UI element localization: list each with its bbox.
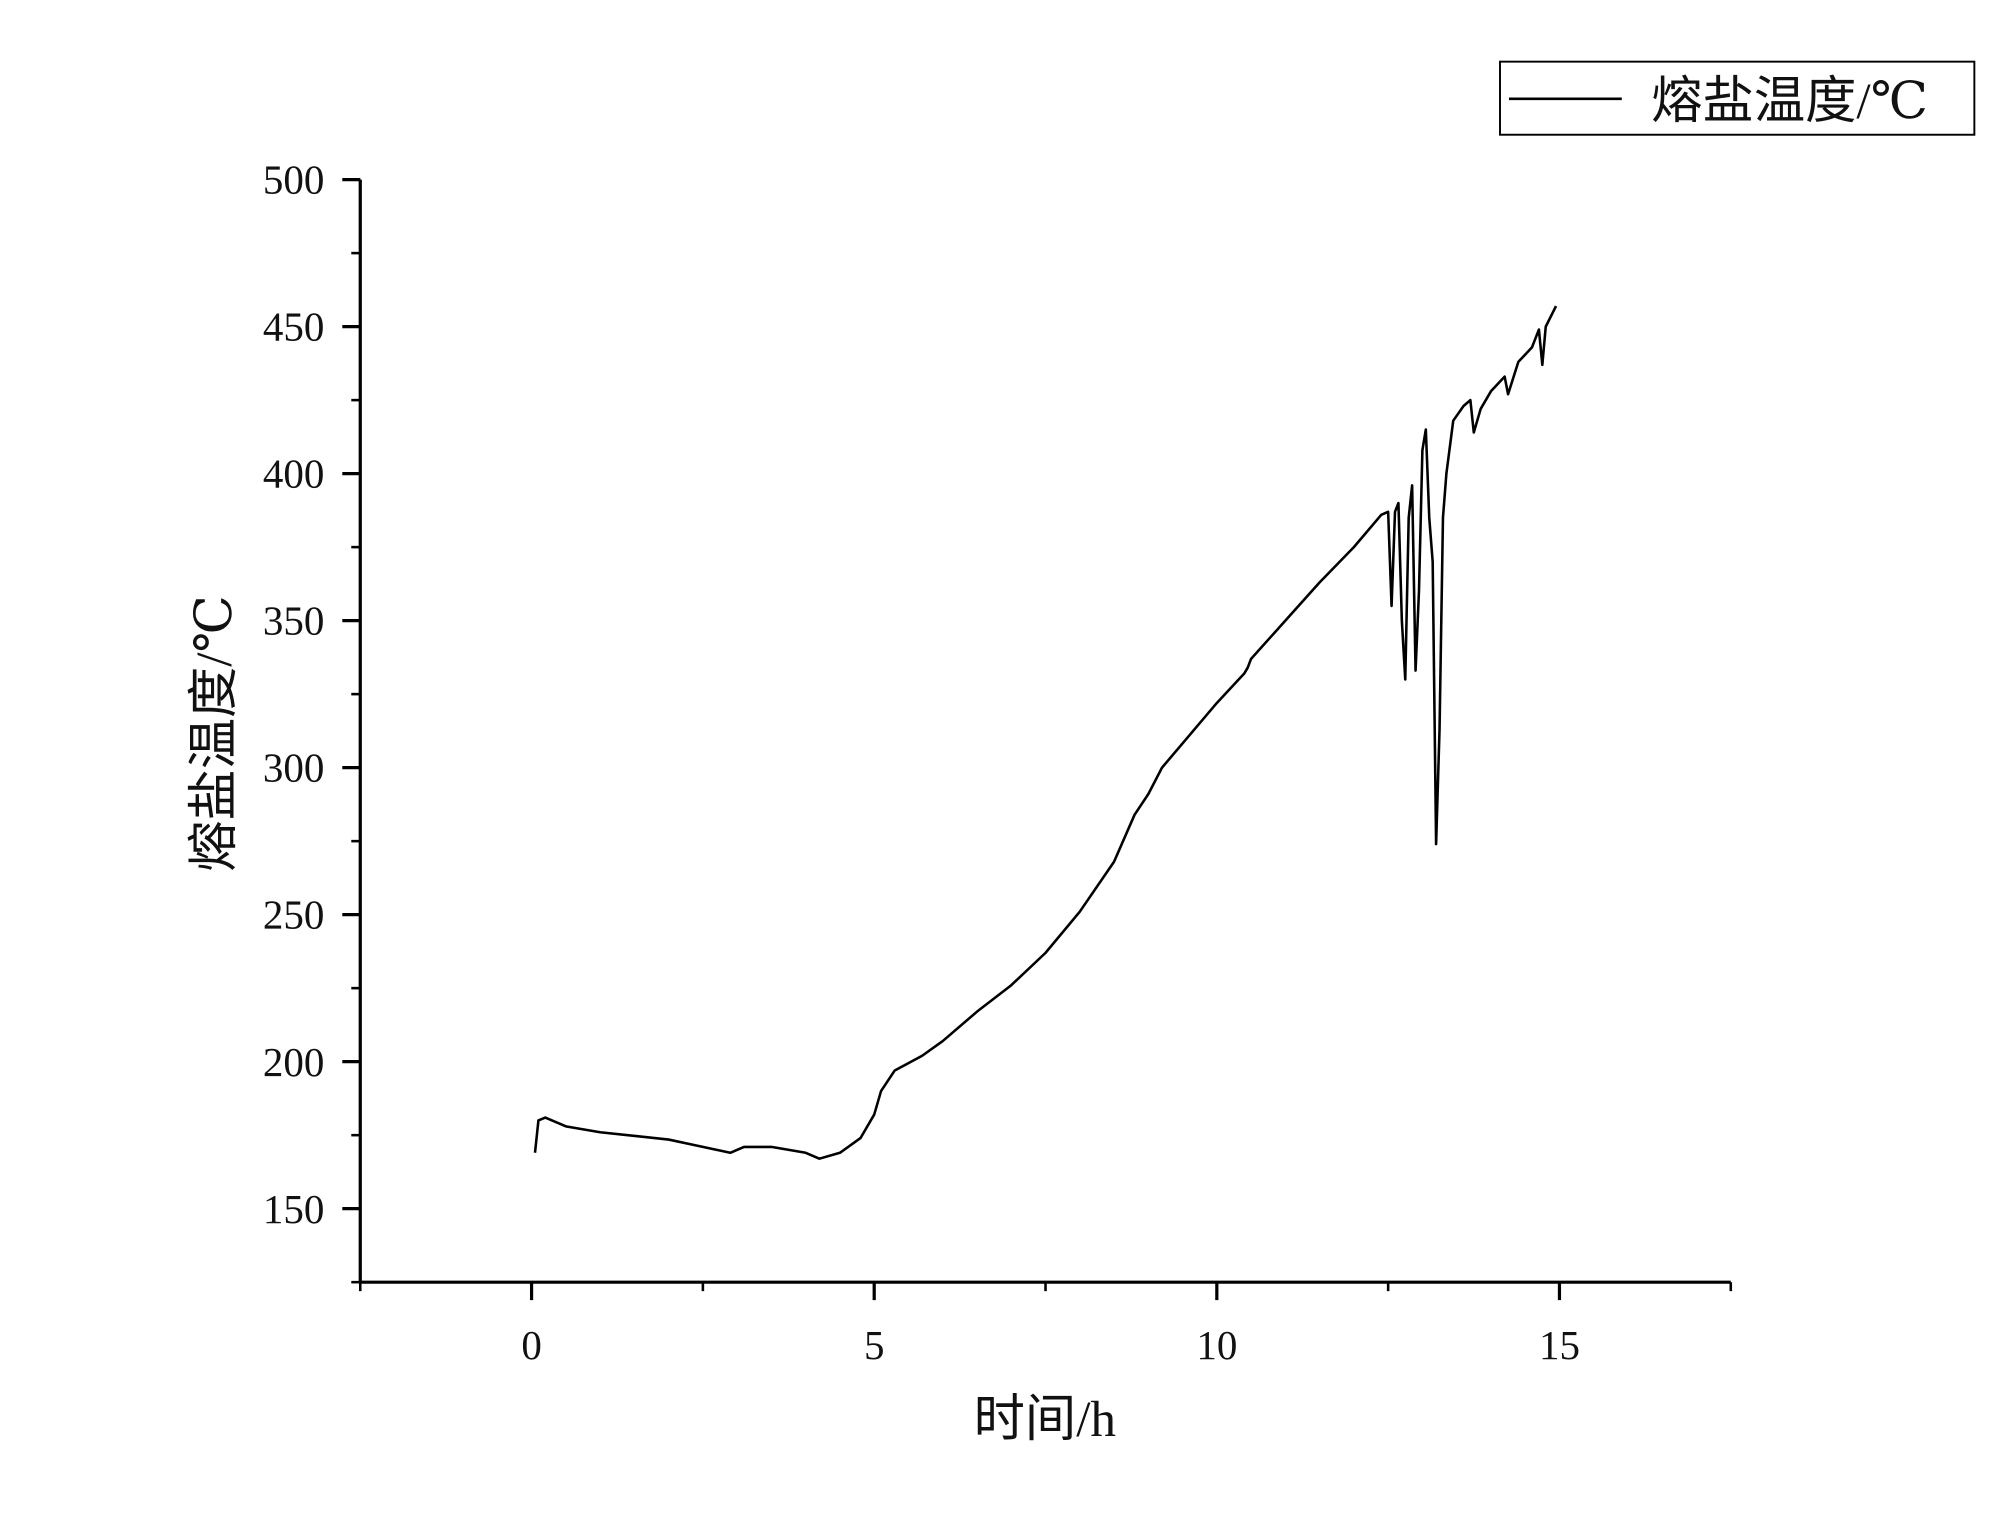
x-tick-label: 5 bbox=[864, 1322, 885, 1368]
x-tick-label: 0 bbox=[521, 1322, 542, 1368]
data-line bbox=[533, 305, 1558, 1160]
legend-label: 熔盐温度/℃ bbox=[1651, 73, 1928, 130]
y-tick-label: 450 bbox=[263, 304, 325, 350]
y-tick-label: 350 bbox=[263, 598, 325, 644]
y-tick-label: 300 bbox=[263, 745, 325, 791]
y-tick-label: 400 bbox=[263, 451, 325, 497]
x-axis-title: 时间/h bbox=[974, 1391, 1116, 1448]
x-tick-label: 15 bbox=[1539, 1322, 1580, 1368]
y-tick-label: 200 bbox=[263, 1039, 325, 1085]
y-tick-label: 150 bbox=[263, 1186, 325, 1232]
y-tick-label: 250 bbox=[263, 892, 325, 938]
y-axis-title: 熔盐温度/℃ bbox=[186, 595, 243, 872]
y-tick-label: 500 bbox=[263, 157, 325, 203]
x-tick-label: 10 bbox=[1196, 1322, 1237, 1368]
